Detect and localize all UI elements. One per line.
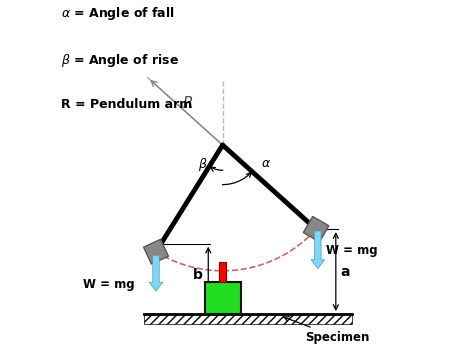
Text: b: b (192, 268, 202, 282)
Bar (219, 262, 226, 282)
Text: Specimen: Specimen (284, 317, 370, 344)
Text: a: a (340, 265, 349, 279)
Text: $R$: $R$ (182, 95, 193, 111)
Bar (144, 314, 352, 324)
Text: W = mg: W = mg (326, 244, 378, 257)
FancyArrow shape (149, 255, 163, 291)
Text: $\beta$ = Angle of rise: $\beta$ = Angle of rise (61, 52, 179, 69)
Polygon shape (144, 239, 168, 264)
Text: $\alpha$ = Angle of fall: $\alpha$ = Angle of fall (61, 5, 175, 22)
FancyArrow shape (311, 231, 325, 269)
Polygon shape (303, 216, 329, 242)
Text: $\beta$: $\beta$ (198, 156, 208, 173)
Bar (205, 282, 241, 314)
Text: R = Pendulum arm: R = Pendulum arm (61, 98, 192, 111)
Text: W = mg: W = mg (83, 278, 135, 291)
Text: $\alpha$: $\alpha$ (261, 156, 271, 169)
